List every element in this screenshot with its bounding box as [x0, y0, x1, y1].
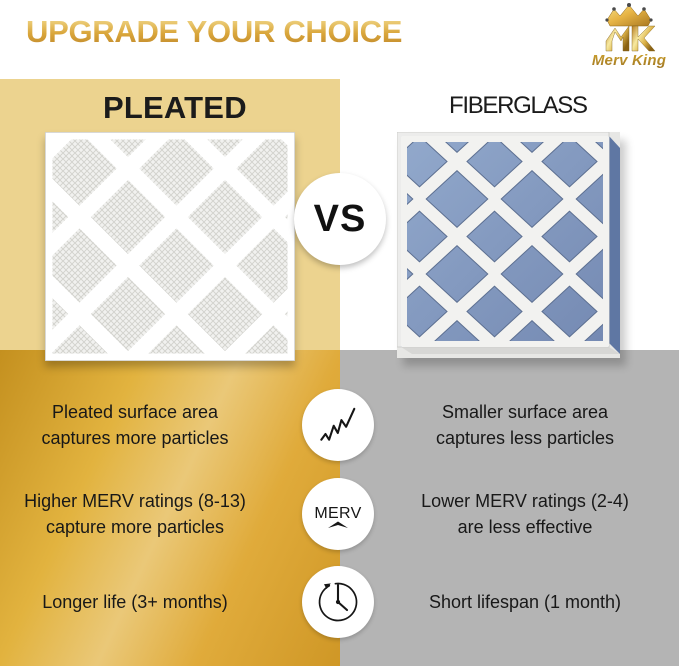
svg-text:MERV: MERV [314, 505, 361, 522]
